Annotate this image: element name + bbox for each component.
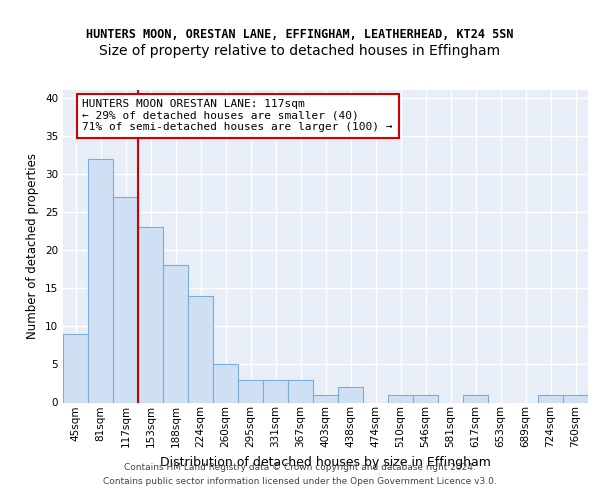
Bar xyxy=(338,388,363,402)
Bar xyxy=(563,395,588,402)
Y-axis label: Number of detached properties: Number of detached properties xyxy=(26,153,40,339)
Bar xyxy=(388,395,413,402)
Text: HUNTERS MOON, ORESTAN LANE, EFFINGHAM, LEATHERHEAD, KT24 5SN: HUNTERS MOON, ORESTAN LANE, EFFINGHAM, L… xyxy=(86,28,514,40)
Bar xyxy=(163,266,188,402)
Bar xyxy=(188,296,213,403)
Text: Contains public sector information licensed under the Open Government Licence v3: Contains public sector information licen… xyxy=(103,477,497,486)
Bar xyxy=(138,227,163,402)
Bar xyxy=(463,395,488,402)
Bar xyxy=(538,395,563,402)
Bar xyxy=(238,380,263,402)
Text: Contains HM Land Registry data © Crown copyright and database right 2024.: Contains HM Land Registry data © Crown c… xyxy=(124,464,476,472)
Bar xyxy=(263,380,288,402)
Text: Size of property relative to detached houses in Effingham: Size of property relative to detached ho… xyxy=(100,44,500,58)
Bar xyxy=(288,380,313,402)
Bar xyxy=(413,395,438,402)
X-axis label: Distribution of detached houses by size in Effingham: Distribution of detached houses by size … xyxy=(160,456,491,468)
Bar xyxy=(213,364,238,403)
Bar xyxy=(313,395,338,402)
Bar xyxy=(113,196,138,402)
Bar xyxy=(63,334,88,402)
Bar xyxy=(88,158,113,402)
Text: HUNTERS MOON ORESTAN LANE: 117sqm
← 29% of detached houses are smaller (40)
71% : HUNTERS MOON ORESTAN LANE: 117sqm ← 29% … xyxy=(83,99,393,132)
